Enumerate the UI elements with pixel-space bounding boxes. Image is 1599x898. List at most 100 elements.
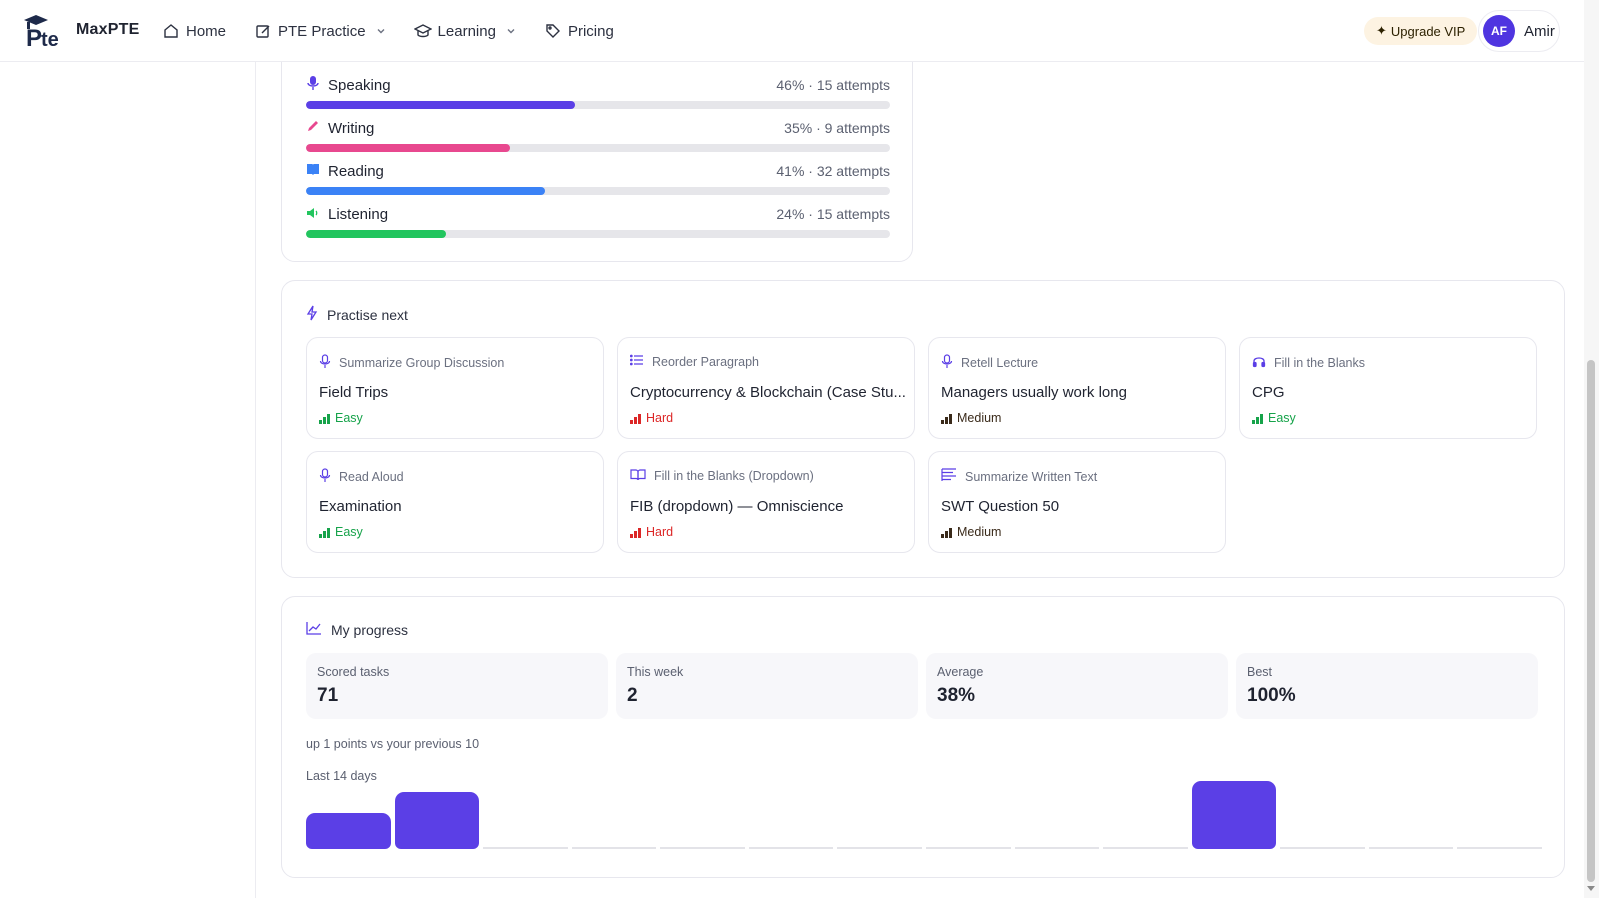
task-title: Managers usually work long (941, 384, 1127, 401)
difficulty-badge: Hard (630, 411, 673, 425)
skill-meta: 41% · 32 attempts (776, 163, 890, 179)
difficulty-badge: Medium (941, 411, 1001, 425)
difficulty-badge: Medium (941, 525, 1001, 539)
trending-up-icon (306, 621, 322, 638)
my-progress-title: My progress (331, 621, 409, 638)
signal-bars-icon (1252, 413, 1263, 424)
task-title: SWT Question 50 (941, 498, 1060, 515)
nav-pte-practice[interactable]: PTE Practice (254, 18, 386, 44)
skill-progress-bar (306, 101, 890, 109)
svg-text:P: P (26, 25, 42, 48)
signal-bars-icon (319, 527, 330, 538)
skill-name: Speaking (328, 76, 391, 94)
graduation-cap-icon (413, 22, 432, 40)
nav-links: Home PTE Practice Learning Pricing (162, 18, 642, 44)
microphone-icon (941, 354, 953, 372)
practise-next-card: Practise next Summarize Group Discussion… (281, 280, 1565, 578)
practise-next-header: Practise next (306, 305, 408, 324)
my-progress-card: My progress Scored tasks 71 This week 2 … (281, 596, 1565, 878)
skill-progress-bar (306, 230, 890, 238)
skill-progress-bar (306, 187, 890, 195)
stat-value: 2 (627, 685, 638, 706)
edit-icon (254, 22, 272, 40)
skill-progress-fill (306, 230, 447, 238)
my-progress-header: My progress (306, 621, 408, 638)
microphone-icon (319, 354, 331, 372)
svg-text:te: te (41, 29, 59, 48)
day-activity-bar (1191, 781, 1277, 849)
day-empty-baseline (1103, 847, 1188, 849)
user-name: Amir (1524, 22, 1555, 40)
nav-home[interactable]: Home (162, 18, 226, 44)
brand-logo[interactable]: P te MaxPTE (22, 12, 139, 52)
upgrade-vip-button[interactable]: ✦ Upgrade VIP (1364, 17, 1478, 45)
speaker-icon (306, 206, 320, 223)
day-empty-baseline (1014, 847, 1100, 849)
day-activity-bar (394, 792, 480, 849)
stat-value: 38% (937, 685, 976, 706)
task-card[interactable]: Fill in the Blanks CPG Easy (1239, 337, 1537, 439)
task-card[interactable]: Read Aloud Examination Easy (306, 451, 604, 553)
difficulty-badge: Hard (630, 525, 673, 539)
skill-name: Writing (328, 119, 375, 137)
task-type: Fill in the Blanks (Dropdown) (654, 469, 814, 483)
difficulty-label: Easy (335, 411, 363, 425)
task-card[interactable]: Reorder Paragraph Cryptocurrency & Block… (617, 337, 915, 439)
nav-home-label: Home (186, 22, 227, 40)
task-type: Retell Lecture (961, 356, 1039, 370)
skill-row-listening: Listening 24% · 15 attempts (306, 204, 890, 238)
top-navbar: P te MaxPTE Home PTE Practice Lear (0, 0, 1584, 62)
task-type: Reorder Paragraph (652, 354, 760, 369)
skill-progress-fill (306, 187, 546, 195)
nav-pricing-label: Pricing (567, 22, 614, 40)
pte-logo-icon: P te (22, 12, 68, 52)
task-title: Cryptocurrency & Blockchain (Case Stu... (630, 384, 906, 401)
task-type: Fill in the Blanks (1274, 355, 1366, 370)
last-14-days-chart (306, 781, 1542, 849)
day-empty-baseline (1280, 847, 1365, 849)
microphone-icon (319, 468, 331, 486)
tag-icon (544, 22, 562, 40)
skill-progress-fill (306, 101, 575, 109)
day-empty-baseline (660, 847, 745, 849)
difficulty-label: Hard (646, 525, 674, 539)
difficulty-badge: Easy (319, 411, 363, 425)
stat-scored-tasks: Scored tasks 71 (306, 653, 608, 719)
task-card[interactable]: Summarize Group Discussion Field Trips E… (306, 337, 604, 439)
task-type: Summarize Group Discussion (339, 356, 505, 370)
book-open-icon (630, 468, 646, 484)
home-icon (162, 22, 180, 40)
skill-row-speaking: Speaking 46% · 15 attempts (306, 75, 890, 109)
task-title: Field Trips (319, 384, 389, 401)
task-card[interactable]: Fill in the Blanks (Dropdown) FIB (dropd… (617, 451, 915, 553)
skill-name: Listening (328, 205, 389, 223)
text-lines-icon (941, 468, 957, 485)
skill-row-writing: Writing 35% · 9 attempts (306, 118, 890, 152)
page-scrollbar[interactable] (1584, 0, 1599, 898)
skill-meta: 35% · 9 attempts (784, 120, 890, 136)
difficulty-label: Easy (335, 525, 363, 539)
stat-best: Best 100% (1236, 653, 1538, 719)
signal-bars-icon (941, 413, 952, 424)
nav-learning[interactable]: Learning (413, 18, 516, 44)
task-title: CPG (1252, 384, 1285, 401)
task-card[interactable]: Retell Lecture Managers usually work lon… (928, 337, 1226, 439)
day-activity-bar (306, 813, 391, 849)
practise-next-title: Practise next (327, 306, 408, 323)
nav-pricing[interactable]: Pricing (544, 18, 614, 44)
lightning-icon (306, 305, 318, 324)
progress-delta-text: up 1 points vs your previous 10 (306, 737, 480, 751)
scrollbar-thumb[interactable] (1587, 360, 1595, 882)
microphone-icon (306, 75, 320, 95)
signal-bars-icon (941, 527, 952, 538)
skill-progress-fill (306, 144, 511, 152)
user-menu[interactable]: AF Amir (1478, 10, 1560, 52)
task-card[interactable]: Summarize Written Text SWT Question 50 M… (928, 451, 1226, 553)
difficulty-label: Easy (1268, 411, 1296, 425)
avatar: AF (1483, 15, 1515, 47)
skill-progress-bar (306, 144, 890, 152)
nav-learning-label: Learning (437, 22, 496, 40)
difficulty-badge: Easy (1252, 411, 1296, 425)
stat-label: Scored tasks (317, 665, 390, 679)
scroll-down-arrow-icon[interactable] (1587, 886, 1595, 891)
